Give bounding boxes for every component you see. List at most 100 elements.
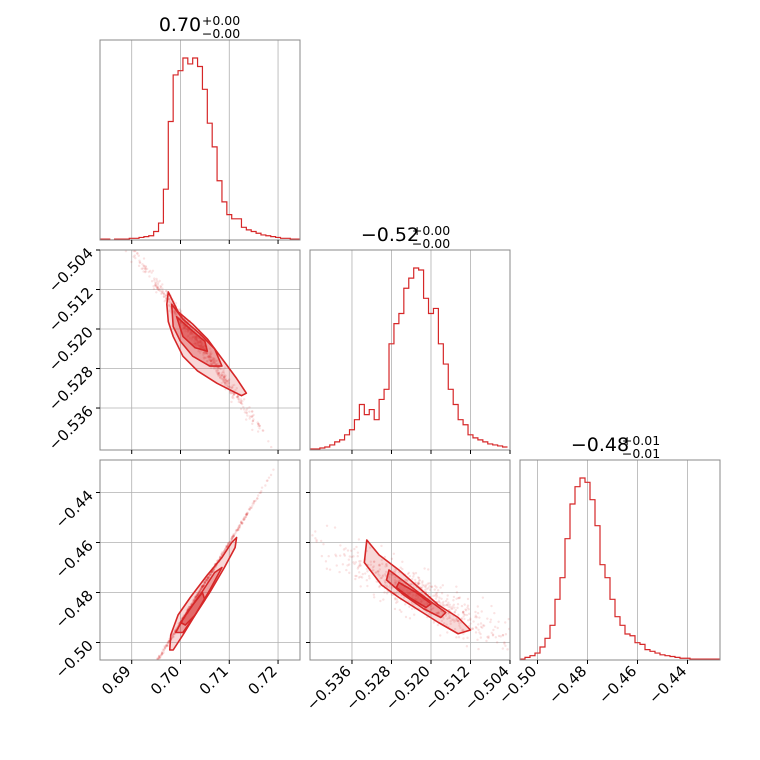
sample-point [202,356,205,359]
sample-point [354,561,358,564]
sample-point [201,586,204,589]
sample-point [222,375,226,379]
sample-point [187,329,190,332]
sample-point [210,363,214,366]
sample-point [243,411,247,414]
sample-point [199,339,202,343]
sample-point [196,344,199,347]
sample-point [197,590,201,594]
sample-point [220,374,224,378]
sample-point [243,517,246,521]
sample-point [199,340,202,343]
sample-point [207,577,210,580]
sample-point [247,507,251,511]
sample-point [454,608,458,612]
sample-point [193,342,197,345]
sample-point [227,378,230,382]
sample-point [416,597,419,600]
sample-point [429,604,433,608]
sample-point [422,584,426,587]
sample-point [165,644,169,648]
sample-point [195,338,198,341]
sample-point [157,281,160,284]
sample-point [215,359,219,362]
sample-point [192,598,196,602]
sample-point [265,526,267,528]
sample-point [206,355,209,358]
sample-point [205,579,208,582]
sample-point [162,293,166,296]
sample-point [193,336,196,339]
panel-title-plus-1: +0.00 [412,223,450,238]
sample-point [164,646,167,649]
sample-point [228,385,231,389]
sample-point [491,634,495,637]
sample-point [165,289,168,293]
sample-point [457,596,460,600]
sample-point [237,528,240,532]
sample-point [421,581,424,584]
sample-point [372,596,376,599]
sample-point [408,617,412,620]
sample-point [242,398,246,401]
sample-point [537,665,539,667]
sample-point [144,265,147,268]
sample-point [236,397,240,400]
sample-point [150,668,152,670]
sample-point [207,355,211,358]
sample-point [206,577,209,580]
sample-point [198,349,201,352]
sample-point [442,604,446,607]
sample-point [435,611,438,615]
sample-point [346,564,349,567]
sample-point [497,634,501,638]
sample-point [352,561,355,564]
sample-point [267,476,271,479]
sample-point [431,608,434,611]
sample-point [230,537,233,540]
sample-point [432,621,436,624]
sample-point [217,366,220,370]
sample-point [443,622,446,625]
sample-point [406,578,409,582]
sample-point [233,392,236,396]
sample-point [455,585,458,588]
sample-point [149,672,151,674]
sample-point [202,581,206,585]
sample-point [196,592,199,596]
sample-point [205,578,208,581]
sample-point [162,651,165,654]
sample-point [236,395,240,399]
sample-point [147,673,149,675]
sample-point [489,618,493,621]
sample-point [204,582,207,585]
contour-level-2 [395,581,432,609]
sample-point [517,640,519,642]
sample-point [407,571,411,575]
sample-point [302,536,304,538]
sample-point [256,494,260,497]
sample-point [437,612,440,615]
sample-point [231,536,234,540]
sample-point [465,645,469,648]
sample-point [405,578,408,581]
sample-point [167,297,171,301]
sample-point [161,283,164,286]
sample-point [221,380,225,383]
sample-point [456,602,460,606]
sample-point [210,352,213,355]
sample-point [315,540,318,543]
sample-point [458,624,461,627]
sample-point [245,513,248,516]
sample-point [216,372,220,375]
sample-point [205,580,208,583]
sample-point [256,430,260,433]
sample-point [487,636,490,640]
sample-point [357,565,360,569]
sample-point [197,592,200,595]
sample-point [410,590,413,593]
sample-point [235,395,239,399]
sample-point [143,681,145,683]
sample-point [152,669,154,671]
sample-point [432,594,435,598]
